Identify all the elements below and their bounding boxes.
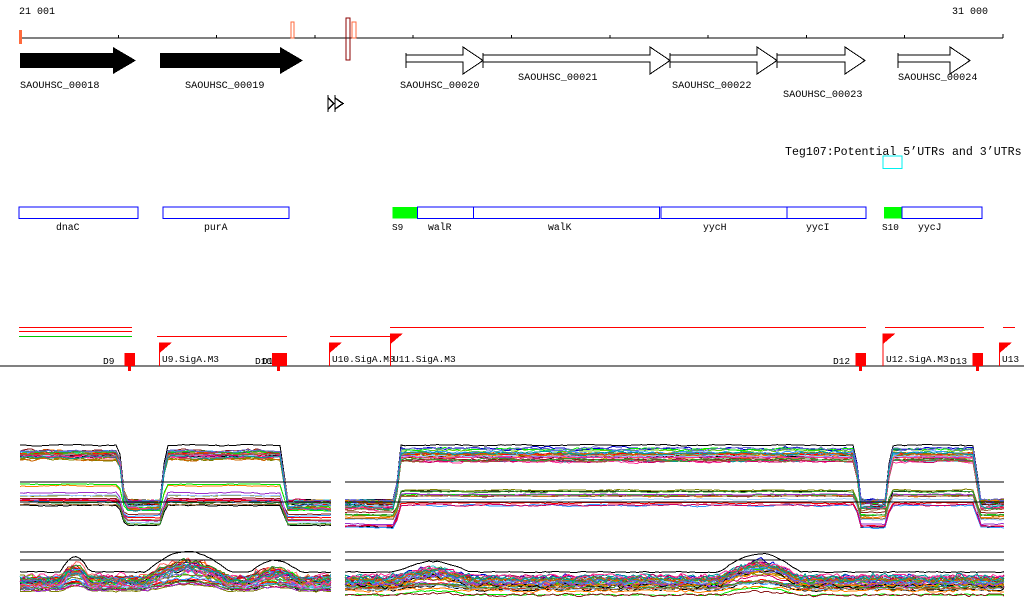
svg-text:U12.SigA.M3: U12.SigA.M3 [886, 354, 949, 365]
svg-text:SAOUHSC_00022: SAOUHSC_00022 [672, 81, 751, 92]
svg-text:SAOUHSC_00020: SAOUHSC_00020 [400, 81, 479, 92]
svg-text:Teg107:Potential 5’UTRs and 3’: Teg107:Potential 5’UTRs and 3’UTRs [785, 146, 1022, 159]
svg-text:walR: walR [428, 222, 452, 233]
svg-text:21 001: 21 001 [19, 7, 55, 18]
svg-text:dnaC: dnaC [56, 222, 80, 233]
svg-text:SAOUHSC_00023: SAOUHSC_00023 [783, 90, 862, 101]
svg-text:U11.SigA.M3: U11.SigA.M3 [393, 354, 456, 365]
svg-text:SAOUHSC_00021: SAOUHSC_00021 [518, 73, 597, 84]
svg-text:walK: walK [548, 222, 572, 233]
svg-text:yycI: yycI [806, 222, 830, 233]
svg-text:SAOUHSC_00024: SAOUHSC_00024 [898, 73, 977, 84]
svg-text:S10: S10 [882, 222, 899, 233]
svg-text:U13: U13 [1002, 354, 1019, 365]
svg-text:SAOUHSC_00018: SAOUHSC_00018 [20, 81, 99, 92]
svg-text:D13: D13 [950, 356, 967, 367]
svg-text:U9.SigA.M3: U9.SigA.M3 [162, 354, 219, 365]
svg-text:D9: D9 [103, 356, 115, 367]
svg-text:S9: S9 [392, 222, 403, 233]
svg-text:yycJ: yycJ [918, 222, 942, 233]
svg-text:yycH: yycH [703, 222, 727, 233]
svg-text:U10.SigA.M3: U10.SigA.M3 [332, 354, 395, 365]
svg-text:D12: D12 [833, 356, 850, 367]
svg-text:SAOUHSC_00019: SAOUHSC_00019 [185, 81, 264, 92]
svg-text:purA: purA [204, 222, 228, 233]
svg-text:31 000: 31 000 [952, 7, 988, 18]
